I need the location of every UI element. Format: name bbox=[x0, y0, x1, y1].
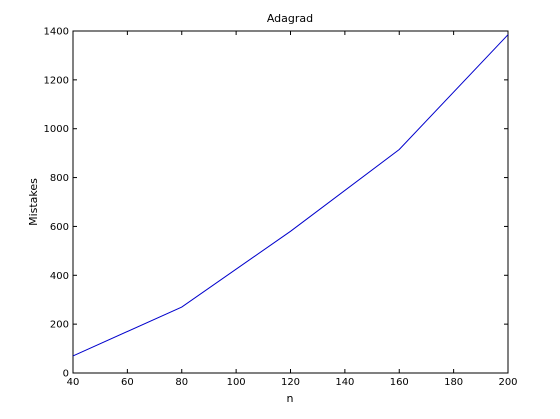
x-tick-label: 120 bbox=[281, 377, 300, 388]
x-tick-label: 40 bbox=[67, 377, 80, 388]
y-tick-label: 0 bbox=[63, 369, 69, 380]
axis-ticks: 40 60 80 100 120 140 160 180 200 0 200 400 600 800 100… bbox=[44, 27, 518, 389]
y-tick-label: 400 bbox=[50, 271, 69, 282]
y-tick-label: 200 bbox=[50, 320, 69, 331]
series-line bbox=[72, 34, 509, 357]
x-tick-label: 140 bbox=[335, 377, 354, 388]
x-tick-label: 160 bbox=[390, 377, 409, 388]
x-tick-label: 80 bbox=[175, 377, 188, 388]
y-tick-label: 800 bbox=[50, 173, 69, 184]
plot-area bbox=[72, 30, 509, 374]
chart-title: Adagrad bbox=[267, 12, 313, 25]
x-tick-label: 180 bbox=[444, 377, 463, 388]
y-axis-label: Mistakes bbox=[27, 178, 40, 226]
x-tick-label: 200 bbox=[498, 377, 517, 388]
y-tick-label: 1200 bbox=[44, 75, 69, 86]
x-axis-label: n bbox=[287, 392, 294, 405]
y-tick-label: 600 bbox=[50, 222, 69, 233]
x-tick-label: 100 bbox=[227, 377, 246, 388]
series-group bbox=[72, 34, 509, 357]
y-tick-label: 1000 bbox=[44, 124, 69, 135]
x-tick-label: 60 bbox=[121, 377, 134, 388]
y-tick-label: 1400 bbox=[44, 27, 69, 38]
